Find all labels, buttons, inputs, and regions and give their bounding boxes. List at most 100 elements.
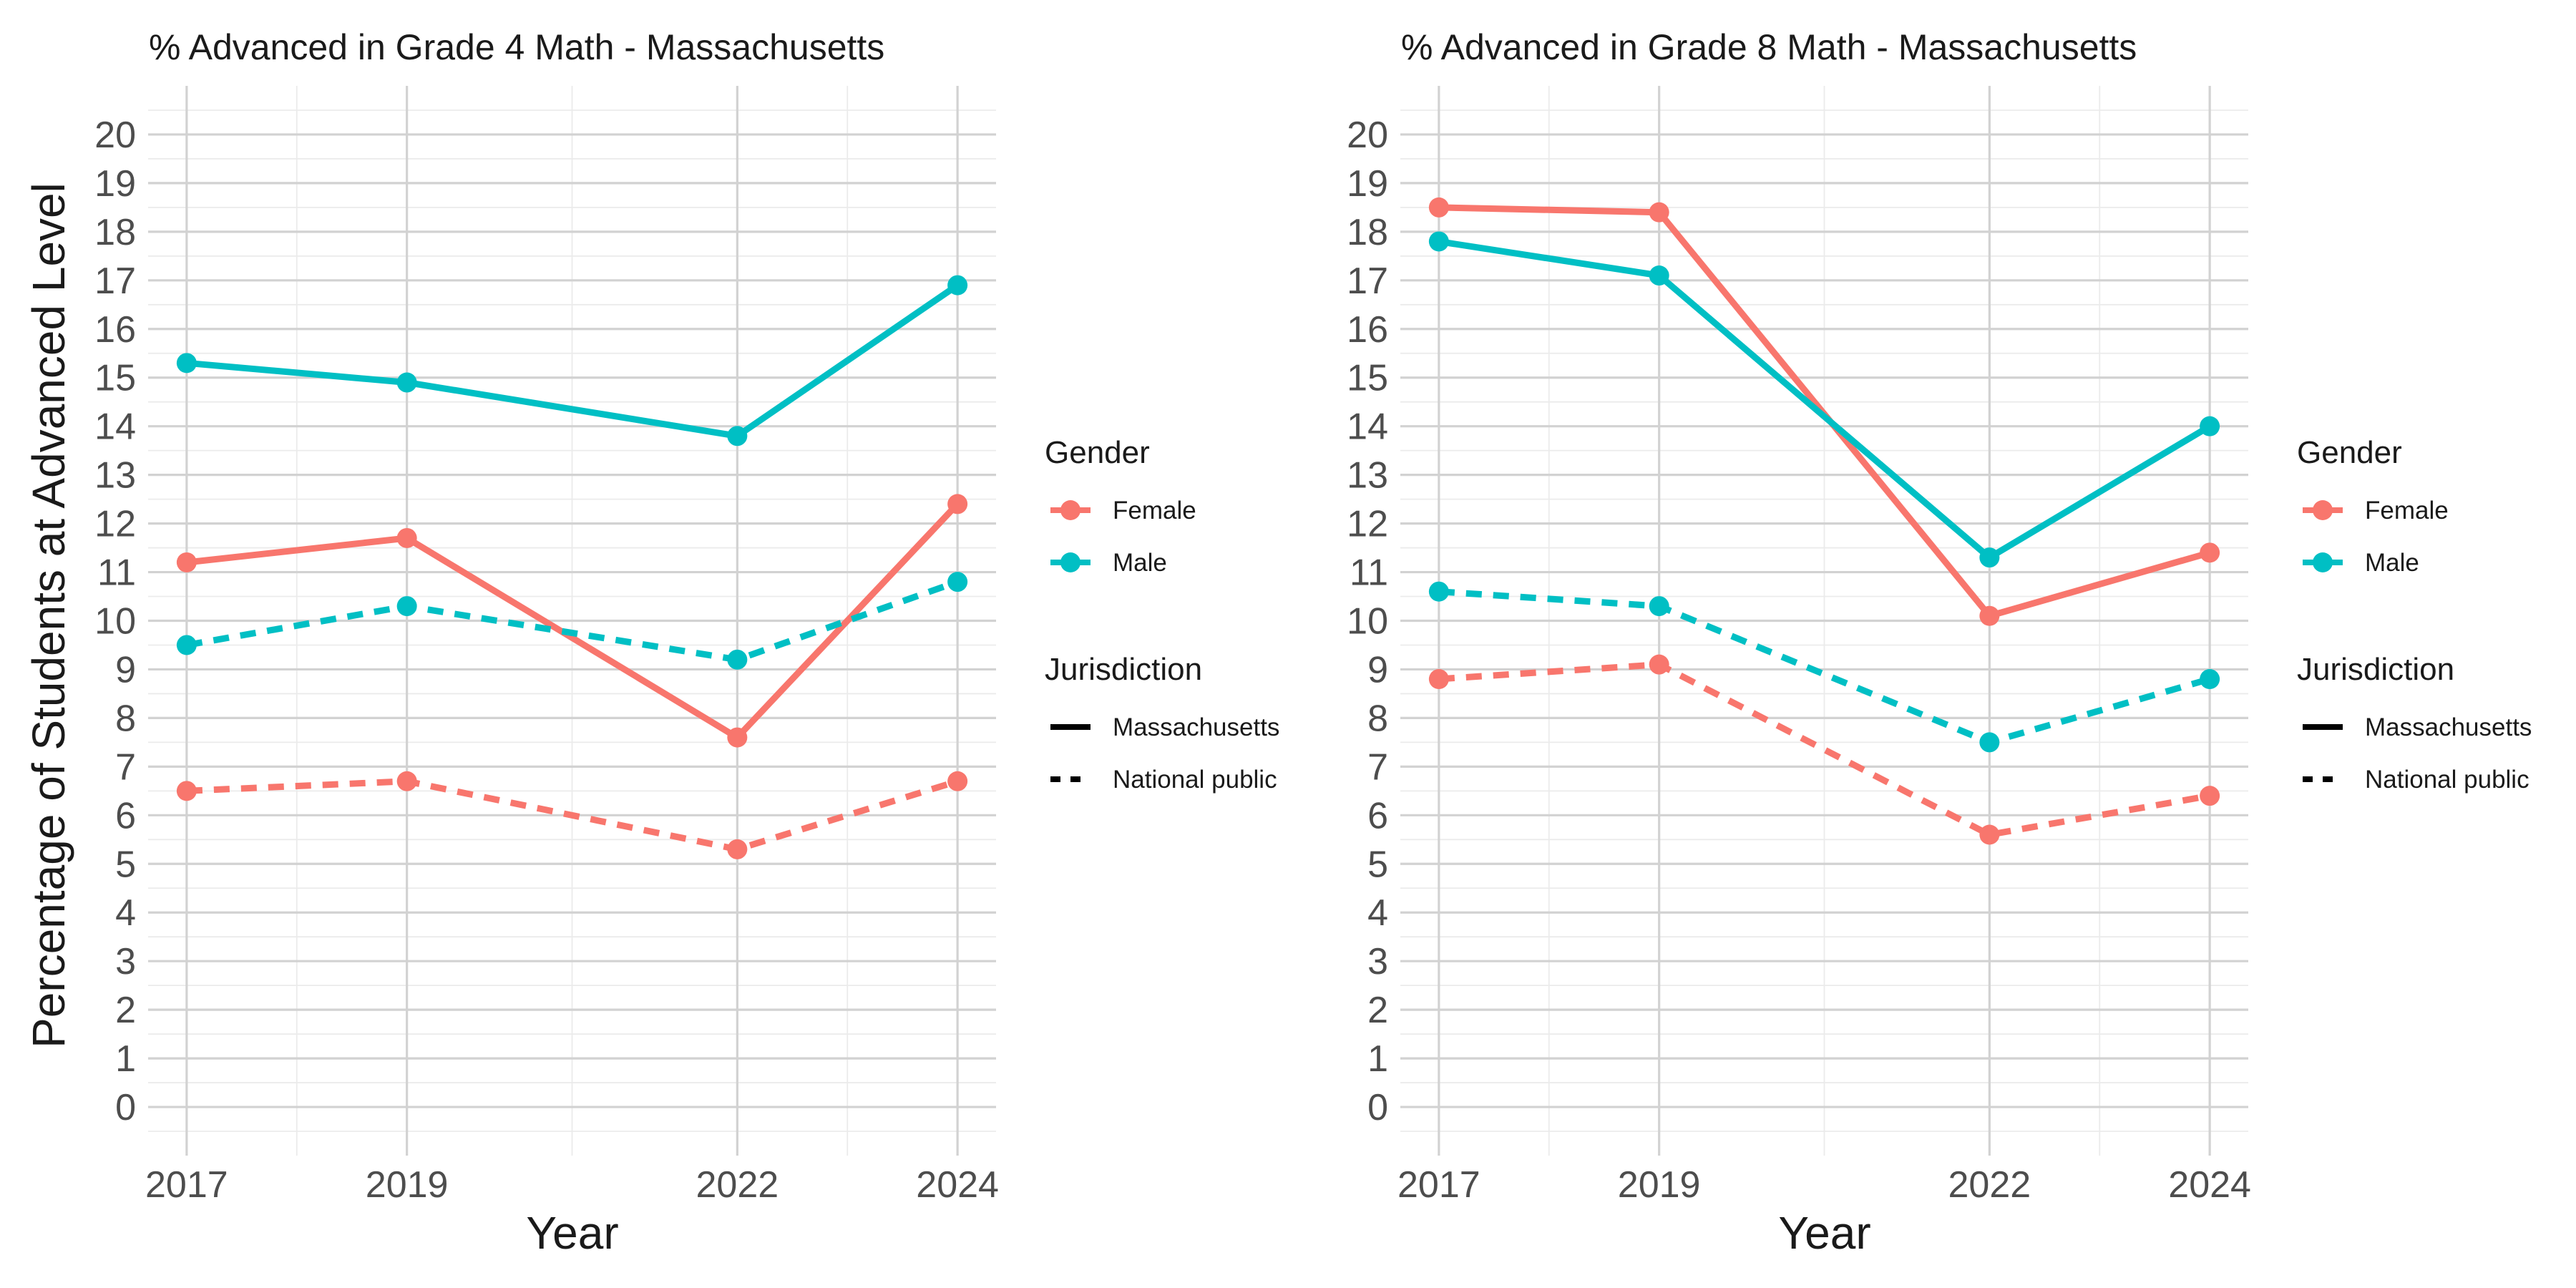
legend-male-point bbox=[1060, 552, 1080, 572]
y-tick-label: 10 bbox=[1347, 601, 1388, 643]
x-tick-label: 2019 bbox=[1618, 1164, 1701, 1206]
x-tick-label: 2022 bbox=[1948, 1164, 2031, 1206]
data-point-female bbox=[2200, 786, 2220, 806]
y-tick-label: 13 bbox=[94, 455, 136, 497]
y-tick-label: 0 bbox=[115, 1087, 136, 1128]
chart-panel-grade8: % Advanced in Grade 8 Math - Massachuset… bbox=[1347, 27, 2251, 1259]
grid bbox=[148, 86, 996, 1156]
data-point-female bbox=[2200, 542, 2220, 563]
data-point-female bbox=[1428, 669, 1449, 690]
data-point-female bbox=[947, 771, 968, 791]
data-point-female bbox=[1649, 202, 1669, 223]
y-tick-label: 16 bbox=[1347, 309, 1388, 351]
y-tick-label: 18 bbox=[94, 212, 136, 253]
y-tick-label: 7 bbox=[1367, 746, 1388, 788]
x-tick-label: 2024 bbox=[916, 1164, 999, 1206]
x-axis-title: Year bbox=[1778, 1207, 1870, 1259]
y-tick-label: 19 bbox=[1347, 163, 1388, 205]
y-tick-label: 4 bbox=[1367, 892, 1388, 934]
series-line-male-massachusetts bbox=[1438, 238, 2212, 561]
data-point-female bbox=[396, 771, 417, 791]
y-tick-label: 15 bbox=[1347, 358, 1388, 399]
legend-national-label: National public bbox=[2365, 766, 2529, 794]
data-point-female bbox=[1979, 605, 2000, 626]
data-point-female bbox=[396, 527, 417, 548]
y-tick-label: 7 bbox=[115, 746, 136, 788]
y-tick-label: 18 bbox=[1347, 212, 1388, 253]
data-point-female bbox=[1979, 824, 2000, 845]
y-tick-label: 16 bbox=[94, 309, 136, 351]
y-tick-label: 1 bbox=[115, 1038, 136, 1080]
y-tick-label: 12 bbox=[1347, 504, 1388, 545]
y-tick-label: 5 bbox=[115, 844, 136, 885]
series-line-female-national-public bbox=[1438, 661, 2210, 838]
y-tick-label: 17 bbox=[94, 260, 136, 302]
series-group bbox=[176, 275, 968, 859]
y-tick-label: 15 bbox=[94, 358, 136, 399]
y-tick-label: 6 bbox=[115, 795, 136, 836]
data-point-male bbox=[1428, 231, 1449, 252]
y-tick-label: 17 bbox=[1347, 260, 1388, 302]
y-tick-label: 11 bbox=[1350, 552, 1388, 594]
data-point-male bbox=[1649, 265, 1669, 286]
data-point-male bbox=[396, 372, 417, 393]
legend-gender-title: Gender bbox=[1045, 435, 1150, 470]
y-tick-label: 8 bbox=[1367, 698, 1388, 739]
chart-panel-grade4: % Advanced in Grade 4 Math - Massachuset… bbox=[23, 27, 999, 1259]
x-tick-label: 2017 bbox=[1397, 1164, 1480, 1206]
data-point-male bbox=[2200, 416, 2220, 436]
x-axis-title: Year bbox=[526, 1207, 618, 1259]
series-group bbox=[1428, 197, 2220, 845]
y-tick-label: 19 bbox=[94, 163, 136, 205]
x-tick-label: 2019 bbox=[366, 1164, 449, 1206]
data-point-male bbox=[176, 353, 197, 374]
y-tick-label: 10 bbox=[94, 601, 136, 643]
data-point-male bbox=[1649, 596, 1669, 617]
legend-male-point bbox=[2313, 552, 2333, 572]
data-point-male bbox=[947, 572, 968, 592]
y-tick-label: 14 bbox=[94, 406, 136, 448]
y-tick-label: 20 bbox=[1347, 114, 1388, 156]
legend-jurisdiction-title: Jurisdiction bbox=[2297, 652, 2454, 687]
data-point-male bbox=[727, 649, 748, 670]
grid bbox=[1400, 86, 2248, 1156]
y-tick-label: 1 bbox=[1367, 1038, 1388, 1080]
data-point-male bbox=[727, 426, 748, 447]
y-tick-label: 12 bbox=[94, 504, 136, 545]
series-line-male-massachusetts bbox=[186, 282, 960, 439]
y-axis-title: Percentage of Students at Advanced Level bbox=[23, 182, 74, 1048]
y-tick-label: 2 bbox=[1367, 990, 1388, 1031]
legend-female-point bbox=[1060, 500, 1080, 520]
y-tick-label: 14 bbox=[1347, 406, 1388, 448]
legend: Gender Female Male Jurisdiction Massachu… bbox=[2297, 435, 2532, 794]
data-point-female bbox=[176, 552, 197, 572]
chart-title: % Advanced in Grade 8 Math - Massachuset… bbox=[1401, 27, 2137, 67]
x-tick-labels: 2017 2019 2022 2024 bbox=[1397, 1164, 2251, 1206]
data-point-male bbox=[1428, 581, 1449, 602]
legend-national-label: National public bbox=[1113, 766, 1277, 794]
data-point-male bbox=[1979, 732, 2000, 753]
data-point-male bbox=[1979, 547, 2000, 568]
legend-male-label: Male bbox=[2365, 549, 2419, 577]
data-point-male bbox=[176, 635, 197, 655]
legend-jurisdiction-title: Jurisdiction bbox=[1045, 652, 1202, 687]
legend-female-label: Female bbox=[2365, 497, 2449, 525]
y-tick-label: 2 bbox=[115, 990, 136, 1031]
y-tick-label: 9 bbox=[1367, 649, 1388, 691]
series-line-female-national-public bbox=[186, 778, 959, 853]
y-tick-label: 20 bbox=[94, 114, 136, 156]
y-tick-label: 3 bbox=[1367, 941, 1388, 982]
chart-title: % Advanced in Grade 4 Math - Massachuset… bbox=[149, 27, 884, 67]
y-tick-label: 4 bbox=[115, 892, 136, 934]
legend: Gender Female Male Jurisdiction Massachu… bbox=[1045, 435, 1279, 794]
data-point-male bbox=[2200, 669, 2220, 690]
series-line-male-national-public bbox=[1438, 588, 2211, 746]
x-tick-label: 2022 bbox=[696, 1164, 779, 1206]
legend-massachusetts-label: Massachusetts bbox=[1113, 713, 1279, 741]
x-tick-label: 2024 bbox=[2168, 1164, 2251, 1206]
x-tick-label: 2017 bbox=[145, 1164, 228, 1206]
y-tick-label: 5 bbox=[1367, 844, 1388, 885]
